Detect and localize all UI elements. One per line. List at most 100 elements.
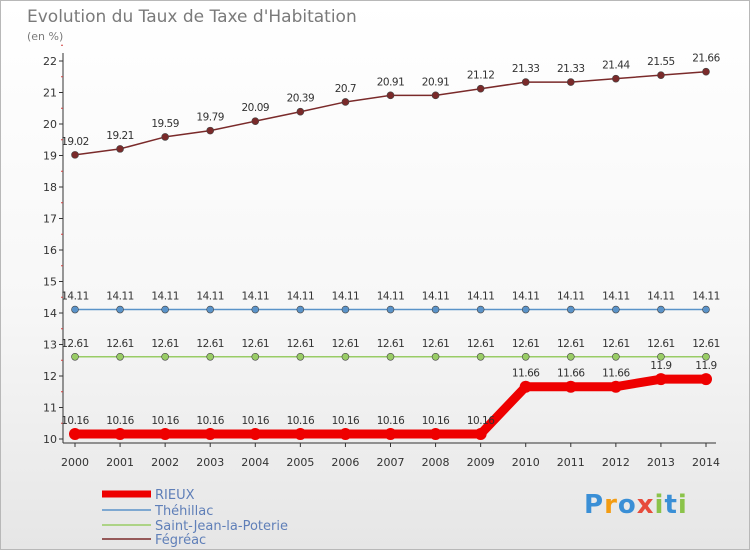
data-label: 12.61 xyxy=(512,338,540,350)
data-label: 14.11 xyxy=(242,291,270,303)
data-label: 10.16 xyxy=(422,415,450,427)
data-label: 10.16 xyxy=(467,415,495,427)
data-point xyxy=(700,373,712,386)
data-point xyxy=(161,352,169,361)
data-label: 11.66 xyxy=(557,368,585,380)
data-point xyxy=(294,427,307,440)
data-label: 14.11 xyxy=(196,291,224,303)
data-point xyxy=(519,380,532,393)
data-point xyxy=(161,133,169,141)
data-label: 21.33 xyxy=(557,63,585,75)
data-label: 11.9 xyxy=(650,360,671,372)
data-label: 20.91 xyxy=(422,76,450,88)
logo-letter: r xyxy=(604,490,618,520)
data-point xyxy=(657,305,665,314)
logo-letter: o xyxy=(617,490,637,520)
x-tick-label: 2001 xyxy=(106,456,134,469)
x-tick-label: 2008 xyxy=(422,456,450,469)
data-point xyxy=(384,427,397,440)
x-tick-label: 2007 xyxy=(377,456,405,469)
x-tick-label: 2011 xyxy=(557,456,585,469)
x-tick-label: 2004 xyxy=(241,456,269,469)
y-tick-label: 20 xyxy=(43,118,57,131)
data-label: 12.61 xyxy=(467,338,495,350)
data-point xyxy=(116,305,124,314)
data-point xyxy=(296,305,305,314)
logo-letter: t xyxy=(664,490,678,520)
data-label: 10.16 xyxy=(377,415,405,427)
data-label: 12.61 xyxy=(422,338,450,350)
data-label: 20.39 xyxy=(287,93,315,105)
data-point xyxy=(71,151,79,159)
y-tick-label: 15 xyxy=(43,276,57,289)
y-tick-label: 17 xyxy=(43,213,57,226)
data-point xyxy=(431,352,440,361)
data-label: 19.02 xyxy=(61,136,89,148)
data-label: 21.33 xyxy=(512,63,540,75)
x-tick-label: 2012 xyxy=(602,456,630,469)
y-tick-label: 10 xyxy=(43,433,57,446)
data-point xyxy=(341,98,350,106)
data-point xyxy=(612,74,620,83)
data-label: 12.61 xyxy=(196,338,224,350)
data-label: 19.59 xyxy=(151,118,179,130)
data-point xyxy=(474,427,487,440)
data-label: 21.66 xyxy=(692,53,720,65)
data-point xyxy=(431,91,440,100)
data-point xyxy=(702,305,710,314)
y-tick-label: 16 xyxy=(43,244,57,257)
data-label: 14.11 xyxy=(647,291,675,303)
data-point xyxy=(251,117,260,125)
data-label: 14.11 xyxy=(151,291,179,303)
data-label: 10.16 xyxy=(196,415,224,427)
y-tick-label: 11 xyxy=(43,402,57,415)
x-tick-label: 2014 xyxy=(692,456,720,469)
data-label: 14.11 xyxy=(332,291,360,303)
data-point xyxy=(204,427,217,440)
data-label: 20.91 xyxy=(377,76,405,88)
chart-unit: (en %) xyxy=(27,30,64,43)
data-point xyxy=(566,305,575,314)
data-label: 11.9 xyxy=(695,360,716,372)
data-point xyxy=(431,305,440,314)
data-label: 10.16 xyxy=(332,415,360,427)
data-point xyxy=(702,352,710,361)
data-point xyxy=(341,305,350,314)
data-point xyxy=(654,373,667,386)
data-label: 20.09 xyxy=(242,102,270,114)
y-tick-label: 22 xyxy=(43,55,57,68)
x-tick-label: 2009 xyxy=(467,456,495,469)
data-point xyxy=(386,305,395,314)
data-label: 12.61 xyxy=(332,338,360,350)
data-point xyxy=(161,305,169,314)
data-label: 21.44 xyxy=(602,60,630,72)
data-label: 14.11 xyxy=(692,291,720,303)
data-point xyxy=(116,145,124,153)
proxiti-logo: Proxiti xyxy=(584,490,688,520)
logo-letter: i xyxy=(654,490,665,520)
chart-title: Evolution du Taux de Taxe d'Habitation xyxy=(27,7,357,27)
data-label: 12.61 xyxy=(557,338,585,350)
y-tick-label: 18 xyxy=(43,181,57,194)
data-label: 21.12 xyxy=(467,70,495,82)
data-point xyxy=(609,380,622,393)
data-label: 14.11 xyxy=(602,291,630,303)
y-tick-label: 12 xyxy=(43,370,57,383)
x-tick-label: 2003 xyxy=(196,456,224,469)
data-point xyxy=(69,427,81,440)
data-label: 10.16 xyxy=(151,415,179,427)
data-label: 14.11 xyxy=(467,291,495,303)
data-point xyxy=(71,352,79,361)
data-point xyxy=(339,427,352,440)
data-point xyxy=(521,305,530,314)
data-point xyxy=(251,305,260,314)
legend-label: Fégréac xyxy=(155,533,206,548)
data-label: 20.7 xyxy=(335,83,356,95)
x-tick-label: 2006 xyxy=(331,456,359,469)
data-label: 14.11 xyxy=(557,291,585,303)
data-point xyxy=(476,305,485,314)
data-label: 12.61 xyxy=(377,338,405,350)
data-point xyxy=(429,427,442,440)
data-point xyxy=(564,380,577,393)
data-label: 14.11 xyxy=(377,291,405,303)
